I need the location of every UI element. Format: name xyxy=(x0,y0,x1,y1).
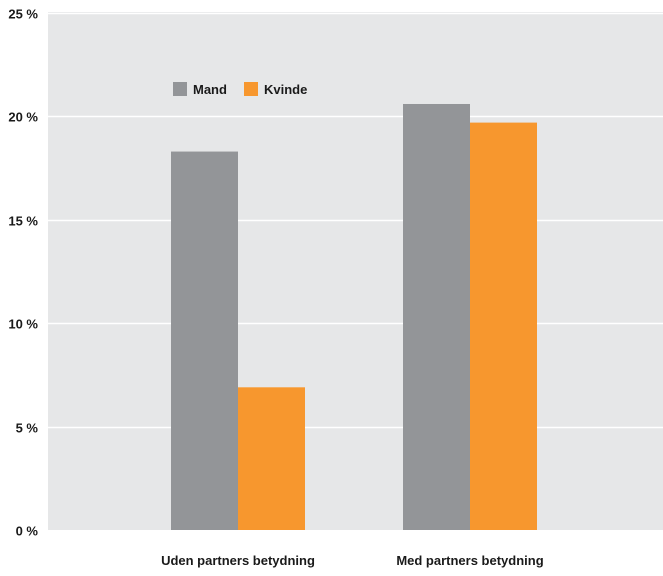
y-tick-label: 5 % xyxy=(16,421,39,436)
bar-kvinde-1 xyxy=(238,387,305,530)
legend-label-mand: Mand xyxy=(193,82,227,97)
legend-swatch-kvinde xyxy=(244,82,258,96)
x-category-label: Med partners betydning xyxy=(396,553,543,568)
y-tick-label: 0 % xyxy=(16,524,39,539)
y-tick-label: 20 % xyxy=(8,110,38,125)
y-tick-label: 10 % xyxy=(8,317,38,332)
x-category-label: Uden partners betydning xyxy=(161,553,315,568)
gridlines xyxy=(48,12,663,429)
bar-mand-1 xyxy=(171,151,238,530)
bar-kvinde-2 xyxy=(470,122,537,530)
legend-label-kvinde: Kvinde xyxy=(264,82,307,97)
y-tick-label: 15 % xyxy=(8,214,38,229)
bar-mand-2 xyxy=(403,103,470,530)
legend-swatch-mand xyxy=(173,82,187,96)
x-axis-category-labels: Uden partners betydning Med partners bety… xyxy=(161,553,544,568)
y-tick-label: 25 % xyxy=(8,7,38,22)
plot-area xyxy=(48,12,663,530)
bars xyxy=(171,103,537,530)
y-axis-tick-labels: 0 % 5 % 10 % 15 % 20 % 25 % xyxy=(8,7,38,539)
legend: Mand Kvinde xyxy=(173,82,307,97)
